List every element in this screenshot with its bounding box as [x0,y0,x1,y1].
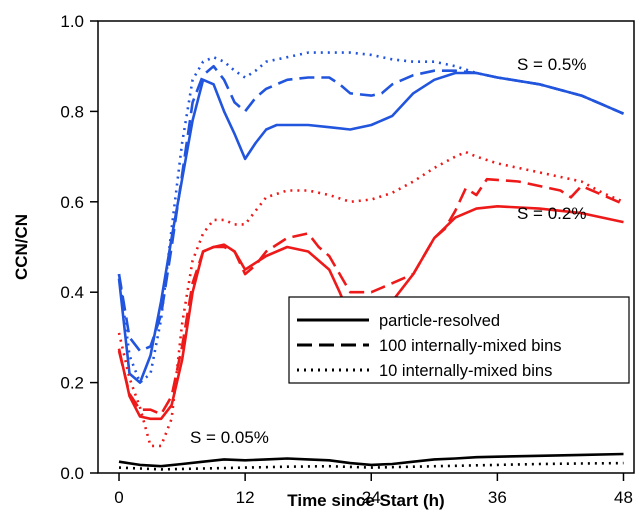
tick-labels: 0 12 24 36 48 0.0 0.2 0.4 0.6 0.8 1.0 [60,12,633,507]
legend-label-particle-resolved: particle-resolved [379,312,500,330]
y-tick-label: 0.8 [60,102,84,121]
legend: particle-resolved 100 internally-mixed b… [288,296,630,384]
y-tick-label: 0.2 [60,374,84,393]
x-axis-title: Time since Start (h) [287,491,444,510]
series-line-s05-dotted [117,51,625,384]
series-line-s005-solid [118,452,624,468]
annotations: S = 0.5% S = 0.2% S = 0.05% [190,55,586,447]
series-line-s02-dashed [117,177,625,416]
annotation-s05: S = 0.5% [517,55,586,74]
plot-frame [97,20,635,474]
y-tick-label: 0.0 [60,464,84,483]
series-line-s02-solid [117,205,624,421]
x-tick-label: 12 [236,488,255,507]
annotation-s02: S = 0.2% [517,204,586,223]
y-tick-label: 1.0 [60,12,84,31]
plot-area [117,51,625,471]
x-tick-label: 36 [488,488,507,507]
x-tick-label: 24 [362,488,381,507]
axes [97,20,635,474]
legend-label-10-bins: 10 internally-mixed bins [379,362,552,380]
annotation-s005: S = 0.05% [190,428,269,447]
y-tick-label: 0.6 [60,193,84,212]
legend-box [288,296,630,384]
x-tick-label: 0 [114,488,123,507]
tick-marks [90,20,625,481]
x-tick-label: 48 [614,488,633,507]
series-line-s005-dotted [118,461,624,471]
y-axis-title: CCN/CN [12,214,31,280]
legend-label-100-bins: 100 internally-mixed bins [379,337,562,355]
y-tick-label: 0.4 [60,283,84,302]
